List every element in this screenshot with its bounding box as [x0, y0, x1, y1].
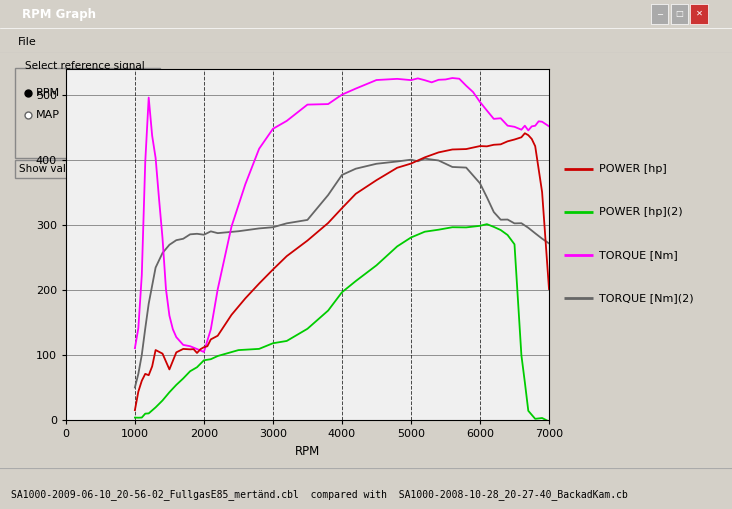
Text: Select reference signal: Select reference signal [25, 62, 145, 71]
Text: MAP: MAP [36, 110, 60, 121]
Text: RPM: RPM [36, 89, 60, 98]
Text: RPM Graph: RPM Graph [22, 8, 96, 21]
FancyBboxPatch shape [15, 68, 160, 158]
FancyBboxPatch shape [15, 160, 190, 178]
Bar [671, 4, 688, 24]
Bar [651, 4, 668, 24]
X-axis label: RPM: RPM [295, 444, 320, 458]
Text: TORQUE [Nm](2): TORQUE [Nm](2) [599, 293, 694, 303]
Text: POWER [hp](2): POWER [hp](2) [599, 207, 683, 217]
Text: Show value by clicking at a line.: Show value by clicking at a line. [19, 164, 187, 175]
Text: SA1000-2009-06-10_20-56-02_FullgasE85_mertänd.cbl  compared with  SA1000-2008-10: SA1000-2009-06-10_20-56-02_FullgasE85_me… [11, 489, 628, 500]
Bar [690, 4, 708, 24]
Text: File: File [18, 37, 37, 47]
Text: □: □ [676, 9, 683, 18]
Text: ✕: ✕ [695, 9, 703, 18]
Text: TORQUE [Nm]: TORQUE [Nm] [599, 250, 678, 260]
Text: POWER [hp]: POWER [hp] [599, 164, 667, 175]
Text: ─: ─ [657, 9, 662, 18]
